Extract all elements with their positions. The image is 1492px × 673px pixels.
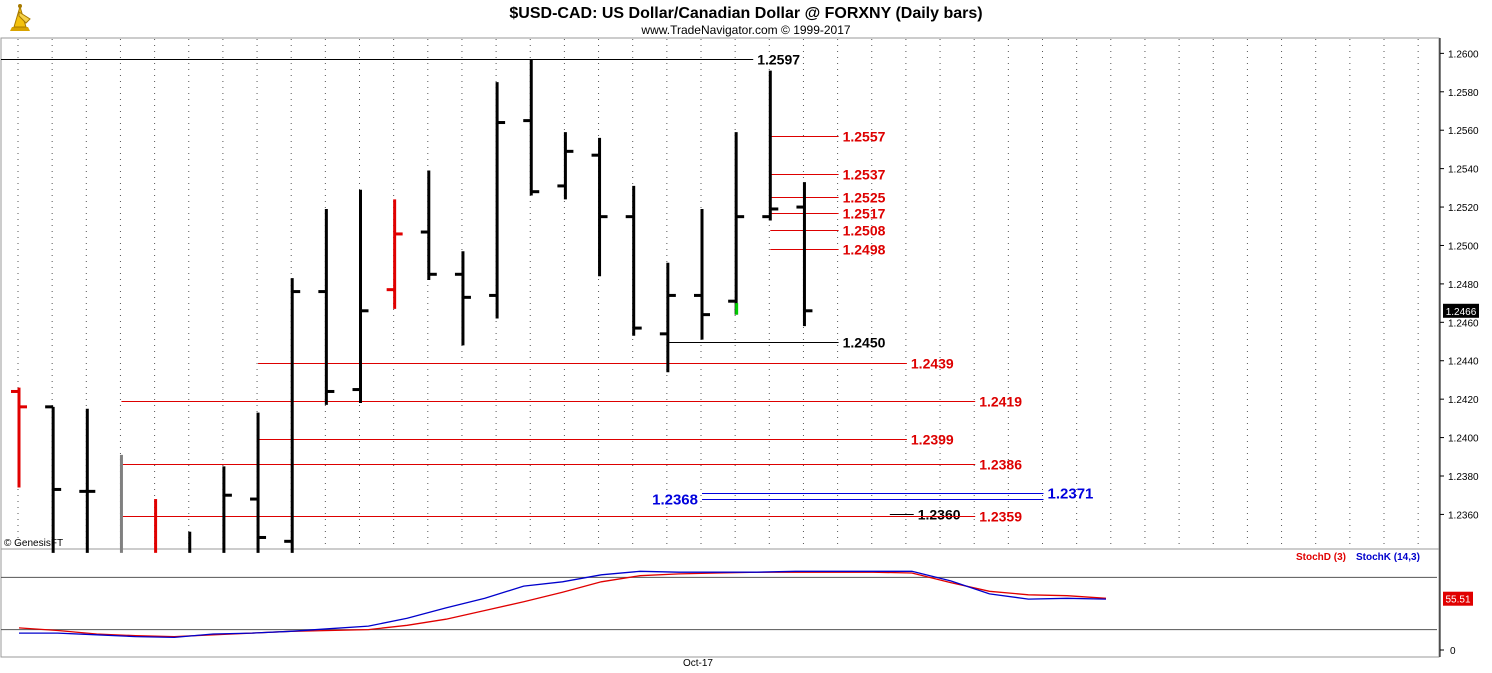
level-label: 1.2386 bbox=[979, 457, 1022, 473]
level-label: 1.2450 bbox=[843, 335, 886, 351]
y-tick-label: 1.2460 bbox=[1448, 318, 1479, 329]
y-tick-label: 1.2380 bbox=[1448, 472, 1479, 483]
legend-stochd: StochD (3) bbox=[1296, 552, 1346, 563]
level-label: 1.2419 bbox=[979, 394, 1022, 410]
last-price-box bbox=[1443, 303, 1479, 318]
chart-title: $USD-CAD: US Dollar/Canadian Dollar @ FO… bbox=[509, 5, 982, 22]
level-label: 1.2368 bbox=[652, 492, 698, 509]
stoch-y-tick-label: 0 bbox=[1450, 646, 1456, 657]
level-label: 1.2359 bbox=[979, 509, 1022, 525]
level-label: 1.2498 bbox=[843, 242, 886, 258]
stochk-line bbox=[19, 570, 1107, 639]
y-tick-label: 1.2540 bbox=[1448, 165, 1479, 176]
y-tick-label: 1.2560 bbox=[1448, 126, 1479, 137]
level-label: 1.2557 bbox=[843, 129, 886, 145]
y-tick-label: 1.2480 bbox=[1448, 280, 1479, 291]
copyright-label: © GenesisFT bbox=[4, 538, 63, 549]
chart-subtitle: www.TradeNavigator.com © 1999-2017 bbox=[640, 23, 850, 37]
level-label: 1.2517 bbox=[843, 206, 886, 222]
level-label: 1.2525 bbox=[843, 190, 886, 206]
y-tick-label: 1.2360 bbox=[1448, 510, 1479, 521]
price-panel-frame bbox=[0, 37, 1440, 550]
level-label: 1.2597 bbox=[757, 52, 800, 68]
level-label: 1.2508 bbox=[843, 223, 886, 239]
y-tick-label: 1.2440 bbox=[1448, 357, 1479, 368]
y-tick-label: 1.2420 bbox=[1448, 395, 1479, 406]
level-label: 1.2439 bbox=[911, 356, 954, 372]
y-tick-label: 1.2400 bbox=[1448, 434, 1479, 445]
level-label: 1.2371 bbox=[1048, 486, 1094, 503]
level-label: 1.2399 bbox=[911, 432, 954, 448]
x-axis-label: Oct-17 bbox=[683, 658, 713, 669]
trade-navigator-logo bbox=[2, 2, 38, 34]
y-tick-label: 1.2600 bbox=[1448, 49, 1479, 60]
stoch-value-label: 55.51 bbox=[1445, 595, 1470, 606]
stoch-value-box bbox=[1443, 591, 1473, 606]
level-label: 1.2360 bbox=[918, 507, 961, 523]
y-tick-label: 1.2580 bbox=[1448, 88, 1479, 99]
last-price-label: 1.2466 bbox=[1446, 307, 1477, 318]
level-label: 1.2537 bbox=[843, 167, 886, 183]
y-tick-label: 1.2520 bbox=[1448, 203, 1479, 214]
y-tick-label: 1.2500 bbox=[1448, 241, 1479, 252]
legend-stochk: StochK (14,3) bbox=[1356, 552, 1420, 563]
stoch-panel-frame bbox=[0, 548, 1440, 658]
